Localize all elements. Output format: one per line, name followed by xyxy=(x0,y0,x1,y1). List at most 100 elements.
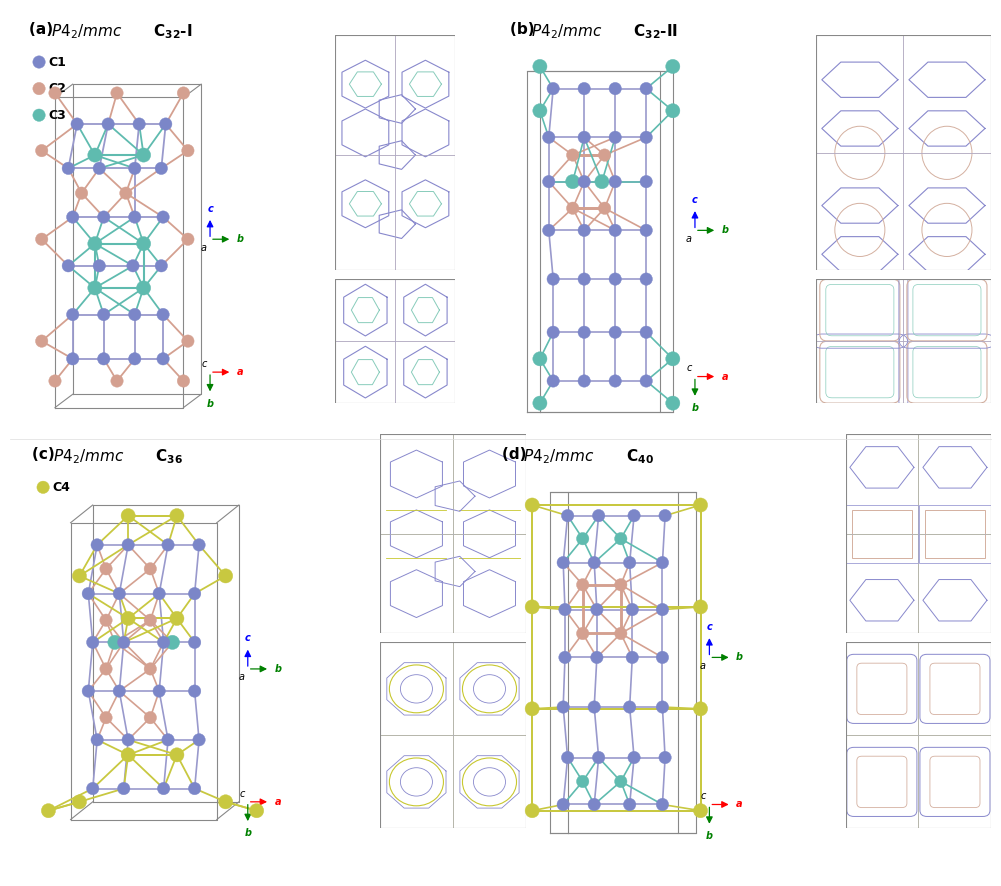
Circle shape xyxy=(100,711,112,724)
Circle shape xyxy=(100,614,112,626)
Circle shape xyxy=(165,635,179,649)
Text: c: c xyxy=(239,789,244,798)
Text: a: a xyxy=(238,672,244,682)
Circle shape xyxy=(588,798,601,811)
Circle shape xyxy=(559,651,572,664)
Circle shape xyxy=(162,734,174,746)
Text: $P4_2/mmc$: $P4_2/mmc$ xyxy=(524,447,595,466)
Circle shape xyxy=(155,260,167,272)
Circle shape xyxy=(71,118,83,130)
Circle shape xyxy=(144,663,156,675)
Circle shape xyxy=(657,798,669,811)
Circle shape xyxy=(624,556,636,569)
Circle shape xyxy=(102,118,114,130)
Circle shape xyxy=(609,273,622,285)
Circle shape xyxy=(97,211,110,223)
Circle shape xyxy=(157,353,169,365)
Text: c: c xyxy=(245,633,250,643)
Circle shape xyxy=(117,782,130,795)
Circle shape xyxy=(182,233,194,245)
Circle shape xyxy=(37,481,49,494)
Text: a: a xyxy=(201,243,207,253)
Text: b: b xyxy=(706,831,713,841)
Text: (a): (a) xyxy=(29,22,59,37)
Circle shape xyxy=(577,579,589,591)
Text: a: a xyxy=(686,234,692,244)
Circle shape xyxy=(122,539,134,551)
Text: C4: C4 xyxy=(53,481,71,494)
Text: (d): (d) xyxy=(503,447,532,462)
Circle shape xyxy=(249,804,263,818)
Text: c: c xyxy=(707,622,713,632)
Circle shape xyxy=(628,751,641,764)
Circle shape xyxy=(526,702,540,716)
Circle shape xyxy=(609,224,622,237)
Circle shape xyxy=(113,587,125,600)
Circle shape xyxy=(578,175,591,188)
Circle shape xyxy=(182,144,194,157)
Circle shape xyxy=(182,335,194,347)
Text: a: a xyxy=(722,371,728,382)
Circle shape xyxy=(567,149,579,161)
Circle shape xyxy=(578,224,591,237)
Circle shape xyxy=(543,131,555,144)
Circle shape xyxy=(567,202,579,214)
Circle shape xyxy=(577,532,589,545)
Circle shape xyxy=(153,685,165,697)
Circle shape xyxy=(578,82,591,95)
Circle shape xyxy=(136,148,151,162)
Circle shape xyxy=(659,509,672,522)
Text: b: b xyxy=(244,828,251,838)
Circle shape xyxy=(591,603,603,616)
Circle shape xyxy=(599,149,611,161)
Circle shape xyxy=(666,59,680,74)
Text: C3: C3 xyxy=(48,109,66,121)
Circle shape xyxy=(133,118,145,130)
Circle shape xyxy=(624,798,636,811)
Circle shape xyxy=(193,539,205,551)
Circle shape xyxy=(578,375,591,387)
Circle shape xyxy=(41,804,55,818)
Circle shape xyxy=(533,104,547,118)
Circle shape xyxy=(144,711,156,724)
Circle shape xyxy=(72,795,86,809)
Circle shape xyxy=(628,509,641,522)
Circle shape xyxy=(170,611,184,626)
Text: b: b xyxy=(722,225,729,236)
Circle shape xyxy=(157,308,169,321)
Text: b: b xyxy=(206,399,213,408)
Circle shape xyxy=(66,211,79,223)
Circle shape xyxy=(218,795,232,809)
Circle shape xyxy=(100,563,112,575)
Circle shape xyxy=(666,352,680,366)
Circle shape xyxy=(157,636,170,649)
Circle shape xyxy=(117,636,130,649)
Circle shape xyxy=(93,162,105,175)
Circle shape xyxy=(35,233,48,245)
Circle shape xyxy=(578,326,591,338)
Circle shape xyxy=(33,109,45,121)
Circle shape xyxy=(533,352,547,366)
Circle shape xyxy=(547,375,560,387)
Circle shape xyxy=(86,636,99,649)
Circle shape xyxy=(626,603,639,616)
Circle shape xyxy=(121,748,135,762)
Circle shape xyxy=(62,162,74,175)
Circle shape xyxy=(120,187,132,199)
Circle shape xyxy=(557,798,570,811)
Circle shape xyxy=(66,353,79,365)
Text: c: c xyxy=(701,791,706,801)
Circle shape xyxy=(666,396,680,410)
Circle shape xyxy=(121,611,135,626)
Circle shape xyxy=(609,82,622,95)
Circle shape xyxy=(155,162,167,175)
Circle shape xyxy=(49,375,61,387)
Circle shape xyxy=(694,600,708,614)
Circle shape xyxy=(159,118,172,130)
Circle shape xyxy=(547,326,560,338)
Circle shape xyxy=(97,308,110,321)
Circle shape xyxy=(108,635,122,649)
Text: a: a xyxy=(236,367,243,377)
Circle shape xyxy=(128,353,141,365)
Circle shape xyxy=(657,556,669,569)
